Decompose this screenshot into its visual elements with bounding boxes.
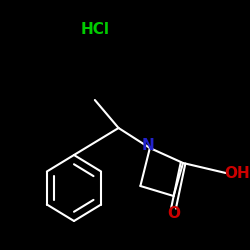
Text: HCl: HCl [80,22,109,38]
Text: N: N [142,138,154,154]
Text: O: O [167,206,180,220]
Text: OH: OH [224,166,250,180]
